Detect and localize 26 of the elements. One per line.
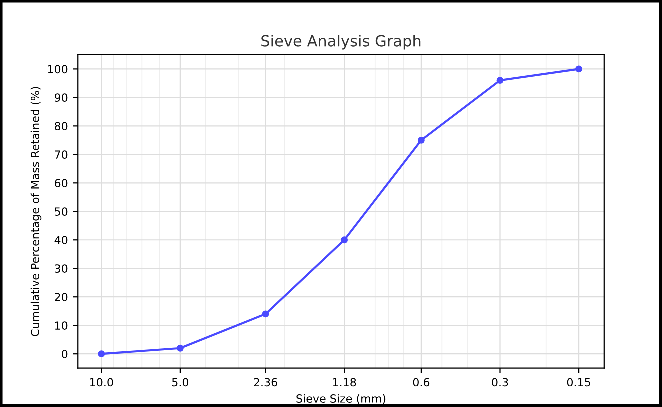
y-tick-label: 50 (55, 208, 68, 216)
y-tick-label: 90 (54, 94, 68, 102)
point (98, 350, 106, 358)
y-tick-label: 20 (55, 293, 68, 302)
x-tick-label: 5.0 (172, 378, 189, 387)
y-tick-label: 100 (48, 65, 68, 74)
y-tick-label: 0 (62, 350, 68, 358)
y-tick-label: 70 (55, 150, 68, 160)
point (576, 66, 583, 73)
x-tick-label: 0.6 (413, 378, 430, 387)
x-axis-title: Sieve Size (mm) (296, 394, 386, 404)
y-axis-title: Cumulative Percentage of Mass Retained (%) (30, 87, 42, 336)
point (418, 136, 425, 144)
y-tick-label: 60 (55, 179, 68, 188)
x-tick-label: 0.3 (492, 378, 508, 387)
chart-title: Sieve Analysis Graph (262, 35, 421, 50)
x-tick-label: 10.0 (90, 378, 114, 387)
y-tick-label: 80 (55, 122, 68, 131)
y-tick-label: 40 (54, 236, 68, 245)
y-tick-label: 30 (55, 264, 68, 273)
point (176, 344, 184, 352)
x-tick-label: 0.15 (567, 378, 590, 387)
x-tick-label: 1.18 (333, 378, 356, 387)
x-tick-label: 2.36 (254, 378, 278, 387)
y-tick-label: 10 (55, 322, 68, 330)
point (496, 77, 504, 84)
